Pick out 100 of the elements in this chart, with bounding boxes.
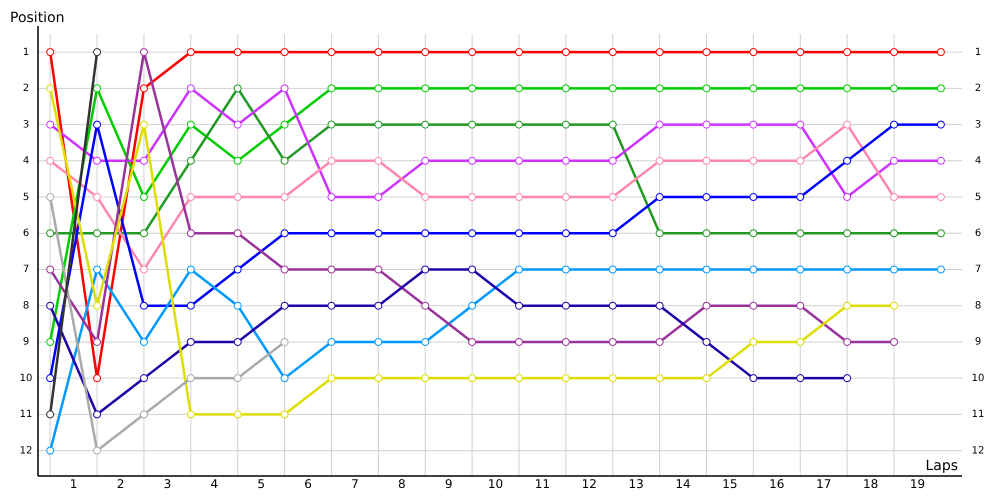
point xyxy=(93,410,102,418)
point xyxy=(562,84,570,92)
point xyxy=(656,120,664,129)
point xyxy=(46,446,54,455)
point xyxy=(280,120,289,129)
point xyxy=(702,156,711,165)
point xyxy=(843,302,852,310)
point xyxy=(421,193,430,202)
point xyxy=(514,193,523,202)
point xyxy=(186,265,195,274)
point xyxy=(140,193,148,202)
point xyxy=(46,229,54,238)
point xyxy=(749,374,758,382)
point xyxy=(749,265,758,274)
point xyxy=(234,410,242,418)
point xyxy=(468,120,476,129)
point xyxy=(93,265,102,274)
point xyxy=(702,229,711,238)
x-tick-label: 14 xyxy=(675,477,691,491)
point xyxy=(608,156,617,165)
x-tick-label: 15 xyxy=(722,477,738,491)
point xyxy=(186,193,195,202)
point xyxy=(468,265,476,274)
point xyxy=(749,120,758,129)
x-tick-label: 10 xyxy=(488,477,504,491)
point xyxy=(608,229,617,238)
point xyxy=(702,302,711,310)
point xyxy=(749,338,758,346)
point xyxy=(280,374,289,382)
point xyxy=(46,265,54,274)
point xyxy=(514,302,523,310)
point xyxy=(46,120,54,129)
point xyxy=(327,229,336,238)
point xyxy=(936,120,945,129)
point xyxy=(796,229,804,238)
point xyxy=(93,229,102,238)
x-tick-label: 16 xyxy=(769,477,784,491)
point xyxy=(843,374,852,382)
y2-tick-label: 4 xyxy=(974,156,982,167)
point xyxy=(234,84,242,92)
x-tick-label: 7 xyxy=(351,477,359,491)
point xyxy=(140,302,148,310)
point xyxy=(890,193,898,202)
point xyxy=(46,84,54,92)
point xyxy=(93,156,102,165)
point xyxy=(327,84,336,92)
point xyxy=(234,338,242,346)
point xyxy=(562,193,570,202)
point xyxy=(46,48,54,56)
point xyxy=(140,410,148,418)
point xyxy=(749,229,758,238)
point xyxy=(234,120,242,129)
point xyxy=(468,374,476,382)
point xyxy=(186,229,195,238)
point xyxy=(234,229,242,238)
point xyxy=(702,193,711,202)
point xyxy=(421,156,430,165)
point xyxy=(796,120,804,129)
point xyxy=(421,374,430,382)
point xyxy=(608,48,617,56)
y-tick-label: 12 xyxy=(20,445,32,456)
point xyxy=(562,265,570,274)
point xyxy=(796,193,804,202)
point xyxy=(608,120,617,129)
point xyxy=(468,156,476,165)
point xyxy=(796,265,804,274)
point xyxy=(749,302,758,310)
y-tick-label: 2 xyxy=(22,83,30,94)
point xyxy=(186,84,195,92)
point xyxy=(93,193,102,202)
point xyxy=(140,48,148,56)
x-tick-label: 11 xyxy=(534,477,550,491)
point xyxy=(843,84,852,92)
point xyxy=(702,265,711,274)
point xyxy=(514,229,523,238)
point xyxy=(514,48,523,56)
point xyxy=(140,374,148,382)
point xyxy=(374,302,382,310)
point xyxy=(702,48,711,56)
x-tick-label: 9 xyxy=(444,477,452,491)
x-tick-label: 13 xyxy=(628,477,644,491)
y2-tick-label: 6 xyxy=(974,228,982,239)
point xyxy=(936,84,945,92)
point xyxy=(46,302,54,310)
x-tick-label: 5 xyxy=(257,477,265,491)
point xyxy=(374,120,382,129)
point xyxy=(468,48,476,56)
x-tick-label: 12 xyxy=(582,477,597,491)
point xyxy=(749,84,758,92)
point xyxy=(93,374,102,382)
y-tick-label: 7 xyxy=(22,264,30,276)
point xyxy=(186,156,195,165)
y-tick-label: 4 xyxy=(22,156,30,167)
y2-tick-label: 9 xyxy=(974,336,982,348)
y-tick-label: 6 xyxy=(22,228,30,239)
x-tick-label: 8 xyxy=(398,477,406,491)
point xyxy=(936,193,945,202)
point xyxy=(702,84,711,92)
point xyxy=(327,338,336,346)
point xyxy=(327,265,336,274)
